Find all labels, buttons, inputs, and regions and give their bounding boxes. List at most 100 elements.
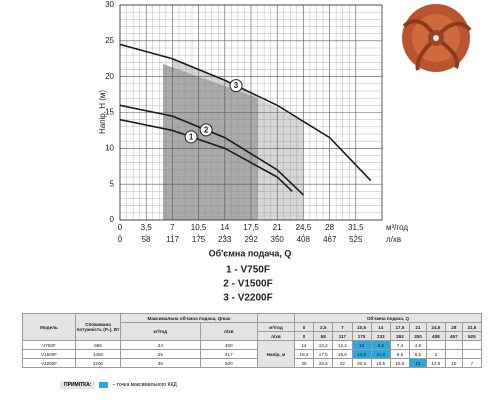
table-cell: 7 xyxy=(332,322,353,332)
table-cell: 4,8 xyxy=(409,340,427,350)
y-axis-label: Напір, H (м) xyxy=(98,90,107,134)
table-cell xyxy=(444,349,463,359)
table-cell: 3 xyxy=(425,349,446,359)
table-cell: 25 xyxy=(293,358,315,368)
table-cell: 58 xyxy=(313,331,334,341)
table-cell: 525 xyxy=(461,331,483,341)
table-cell: 6,5 xyxy=(409,349,427,359)
table-cell: 15,6 xyxy=(332,349,353,359)
table-cell: 175 xyxy=(351,331,372,341)
table-cell: 600 xyxy=(199,358,258,368)
curve xyxy=(119,104,304,196)
header-cell: м³/год xyxy=(120,322,201,341)
x-axis-label: Об'ємна подача, Q xyxy=(209,248,292,258)
x-tick-label: 0 xyxy=(118,223,123,232)
table-cell: 7 xyxy=(461,358,483,368)
table-cell: 36 xyxy=(120,358,201,368)
table-cell: 20,5 xyxy=(351,358,372,368)
x2-tick-label: 525 xyxy=(349,235,363,244)
table-cell: 10 xyxy=(444,358,463,368)
x2-tick-label: 175 xyxy=(192,235,206,244)
note-title: ПРИМІТКА: xyxy=(60,381,96,389)
table-cell: 22 xyxy=(332,358,353,368)
legend-entry: 1 - V750F xyxy=(226,265,270,276)
table-cell: 28 xyxy=(444,322,463,332)
curve-marker-label: 2 xyxy=(204,126,209,135)
curve xyxy=(119,118,293,192)
x-tick-label: 28 xyxy=(325,223,334,232)
table-cell: 9,5 xyxy=(389,349,411,359)
curve xyxy=(119,43,372,182)
table-row: V2200F 2200 36 600 25 23,5 22 20,5 18,5 16,8 15 12,… xyxy=(22,358,483,368)
table-cell: 7,4 xyxy=(389,340,411,350)
x-tick-label: 24,5 xyxy=(296,223,312,232)
note-swatch xyxy=(99,382,109,388)
header-cell xyxy=(256,313,295,323)
header-cell: Максимальна об'ємна подача, Qmax xyxy=(120,313,258,323)
header-cell: Споживана потужність (P₁), Вт xyxy=(75,313,121,341)
table-cell: 417 xyxy=(199,349,258,359)
y-tick-label: 10 xyxy=(105,143,114,152)
table-cell: 1450 xyxy=(75,349,121,359)
table-cell: 21 xyxy=(409,322,427,332)
y-tick-label: 25 xyxy=(105,36,114,45)
x-tick-label: 7 xyxy=(170,223,175,232)
data-table: Модель Споживана потужність (P₁), Вт Мак… xyxy=(22,313,483,368)
table-cell: 14 xyxy=(293,340,315,350)
note-text: – точка максимального ККД xyxy=(112,382,177,388)
x2-tick-label: 58 xyxy=(142,235,151,244)
x2-tick-label: 408 xyxy=(297,235,311,244)
table-cell: 18,5 xyxy=(370,358,391,368)
x2-tick-label: 350 xyxy=(271,235,285,244)
table-cell: 12,2 xyxy=(332,340,353,350)
header-cell: л/хв xyxy=(256,331,295,341)
x-tick-label: 3,5 xyxy=(141,223,153,232)
table-cell: V2200F xyxy=(22,358,76,368)
x2-tick-label: 0 xyxy=(118,235,123,244)
plot-frame xyxy=(119,4,383,221)
optimal-area xyxy=(163,64,258,220)
table-cell: 11,8 xyxy=(370,349,391,359)
x2-tick-label: 233 xyxy=(218,235,232,244)
y-tick-label: 5 xyxy=(110,179,115,188)
note: ПРИМІТКА: – точка максимального ККД xyxy=(60,381,177,389)
table-cell: 12,5 xyxy=(425,358,446,368)
y-tick-label: 20 xyxy=(105,72,114,81)
table-cell: 233 xyxy=(370,331,391,341)
header-cell: Модель xyxy=(22,313,76,341)
table-cell: 17,5 xyxy=(389,322,411,332)
impeller-image xyxy=(402,4,472,72)
curve-marker-label: 3 xyxy=(234,81,239,90)
curve-marker xyxy=(199,123,213,137)
y-tick-label: 15 xyxy=(105,108,114,117)
table-cell: 350 xyxy=(409,331,427,341)
table-cell: 408 xyxy=(425,331,446,341)
table-cell: V750F xyxy=(22,340,76,350)
header-cell: л/хв xyxy=(199,322,258,341)
x-tick-label: 17,5 xyxy=(243,223,259,232)
table-cell: 3,5 xyxy=(313,322,334,332)
table-cell: 10 xyxy=(351,340,372,350)
x-unit: м³/год xyxy=(386,223,408,232)
table-cell: 16,8 xyxy=(389,358,411,368)
x2-tick-label: 467 xyxy=(323,235,337,244)
legend-entry: 2 - V1500F xyxy=(223,279,272,290)
table-cell xyxy=(444,340,463,350)
table-cell: 17,5 xyxy=(313,349,334,359)
y-tick-label: 0 xyxy=(110,215,115,224)
table-cell: Напір, м xyxy=(256,340,295,368)
table-row: V1500F 1450 25 417 18,2 17,5 15,6 13,8 11,8 9,5 6,… xyxy=(22,349,483,359)
table-cell: 15 xyxy=(409,358,427,368)
legend-entry: 3 - V2200F xyxy=(223,293,272,304)
x-tick-label: 21 xyxy=(273,223,282,232)
x-tick-label: 31,5 xyxy=(348,223,364,232)
table-cell: 18,2 xyxy=(293,349,315,359)
table-cell: 23,5 xyxy=(313,358,334,368)
x-tick-label: 14 xyxy=(220,223,229,232)
curve-marker xyxy=(184,130,198,144)
table-cell: 10,5 xyxy=(351,322,372,332)
chart: Напір, H (м) Об'ємна подача, Q м³/год л/… xyxy=(98,0,472,304)
x-tick-label: 10,5 xyxy=(191,223,207,232)
header-cell: м³/год xyxy=(256,322,295,332)
